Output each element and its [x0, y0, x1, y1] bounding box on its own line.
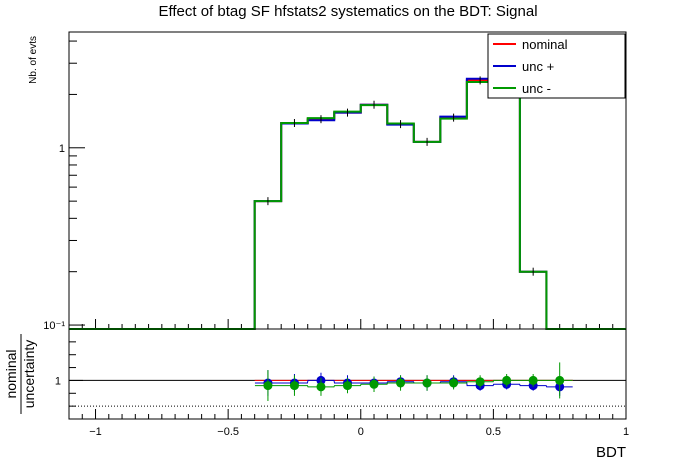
y-tick-label-1: 1 — [59, 143, 65, 155]
x-tick-label: 0 — [358, 426, 364, 438]
main-plot-axis-ticks — [68, 40, 627, 329]
histogram-unc-plus — [69, 66, 626, 330]
y-tick-label-0.1: 10⁻¹ — [43, 320, 65, 332]
x-tick-label: 0.5 — [486, 426, 501, 438]
ratio-line-down — [254, 379, 573, 388]
x-tick-labels: −1 −0.5 0 0.5 1 — [89, 426, 629, 438]
ratio-points — [254, 362, 573, 401]
legend: nominal unc + unc - — [487, 33, 626, 99]
main-plot-y-axis-label: Nb. of evts — [28, 36, 39, 84]
ratio-plot-axis-ticks — [68, 341, 627, 419]
ratio-plot: 1 nominal uncertainty −1 −0.5 0 0.5 1 BDT — [3, 328, 629, 461]
main-plot-series — [69, 66, 626, 330]
legend-label-unc-minus: unc - — [522, 81, 551, 96]
legend-label-nominal: nominal — [522, 37, 568, 52]
ratio-y-label-numerator: nominal — [3, 349, 19, 398]
ratio-y-axis-label: nominal uncertainty — [3, 334, 37, 414]
ratio-y-label-denominator: uncertainty — [21, 340, 37, 408]
legend-label-unc-plus: unc + — [522, 59, 554, 74]
ratio-plot-frame — [68, 328, 627, 420]
x-tick-label: −1 — [89, 426, 102, 438]
x-axis-label: BDT — [596, 444, 626, 461]
chart-title: Effect of btag SF hfstats2 systematics o… — [158, 3, 537, 20]
ratio-line-up — [254, 379, 573, 388]
x-tick-label: −0.5 — [217, 426, 239, 438]
x-tick-label: 1 — [623, 426, 629, 438]
ratio-y-tick-label-1: 1 — [55, 375, 61, 387]
